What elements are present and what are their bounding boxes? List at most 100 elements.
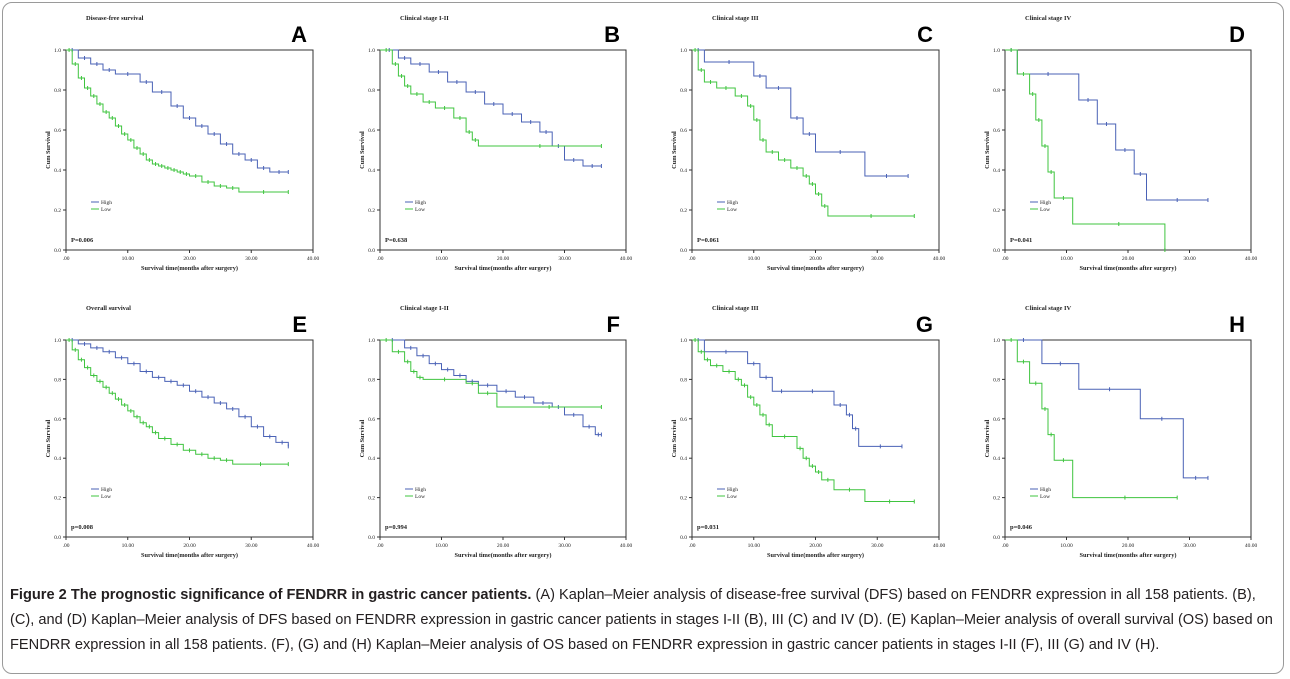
- x-tick-label: 20.00: [183, 256, 196, 262]
- x-tick-label: 30.00: [558, 256, 571, 262]
- y-tick-label: 0.0: [993, 248, 1000, 254]
- panel-g: 0.0 0.2 0.4 0.6 0.8 1.0 .00 10.00 20.00 30.00 40.0…: [671, 305, 945, 559]
- x-tick-label: 10.00: [435, 256, 448, 262]
- y-tick-label: 0.2: [680, 496, 687, 502]
- y-tick-label: 0.2: [993, 208, 1000, 214]
- x-tick-label: 10.00: [435, 543, 448, 549]
- y-axis-label: Cum Survival: [671, 419, 678, 457]
- y-tick-label: 1.0: [993, 48, 1000, 54]
- x-axis-label: Survival time(months after surgery): [1080, 265, 1177, 272]
- legend-label: Low: [101, 207, 111, 213]
- x-tick-label: 10.00: [122, 256, 135, 262]
- y-tick-label: 0.8: [680, 377, 687, 383]
- legend-label: High: [1040, 487, 1051, 493]
- survival-curve-low: [1005, 49, 1166, 250]
- x-tick-label: 40.00: [933, 256, 946, 262]
- x-axis-label: Survival time(months after surgery): [1080, 552, 1177, 559]
- y-axis-label: Cum Survival: [45, 419, 52, 457]
- y-tick-label: 0.2: [54, 496, 61, 502]
- p-value: p=0.031: [697, 524, 719, 531]
- y-tick-label: 0.4: [993, 456, 1000, 462]
- y-tick-label: 0.6: [368, 128, 375, 134]
- y-tick-label: 0.8: [680, 88, 687, 94]
- y-tick-label: 0.8: [54, 88, 61, 94]
- y-tick-label: 1.0: [680, 48, 687, 54]
- x-tick-label: 40.00: [1245, 256, 1258, 262]
- x-tick-label: 30.00: [1183, 256, 1196, 262]
- survival-curve-high: [380, 49, 602, 167]
- legend-label: High: [727, 487, 738, 493]
- plot-area: [379, 339, 627, 538]
- y-tick-label: 0.4: [993, 168, 1000, 174]
- survival-plots: 0.0 0.2 0.4 0.6 0.8 1.0 .00 10.00 20.00 30.00 40.0…: [45, 15, 1258, 559]
- y-tick-label: 0.6: [54, 417, 61, 423]
- y-tick-label: 0.0: [368, 248, 375, 254]
- legend-label: Low: [727, 207, 737, 213]
- panel-h: 0.0 0.2 0.4 0.6 0.8 1.0 .00 10.00 20.00 30.00 40.0…: [984, 305, 1257, 559]
- x-tick-label: 40.00: [933, 543, 946, 549]
- p-value: P=0.638: [385, 237, 408, 244]
- y-tick-label: 0.6: [368, 417, 375, 423]
- legend-label: Low: [1040, 207, 1050, 213]
- x-tick-label: 20.00: [809, 256, 822, 262]
- y-tick-label: 0.0: [54, 248, 61, 254]
- x-tick-label: 40.00: [307, 543, 320, 549]
- caption-text: (A) Kaplan–Meier analysis of disease-fre…: [10, 587, 1273, 653]
- panel-letter: A: [291, 22, 307, 47]
- survival-curve-low: [380, 339, 602, 408]
- y-tick-label: 0.2: [54, 208, 61, 214]
- legend-label: Low: [101, 494, 111, 500]
- x-tick-label: 10.00: [748, 543, 761, 549]
- x-tick-label: .00: [377, 543, 384, 549]
- x-tick-label: 30.00: [871, 256, 884, 262]
- x-tick-label: 30.00: [558, 543, 571, 549]
- panel-letter: E: [292, 312, 307, 337]
- x-axis-label: Survival time(months after surgery): [455, 552, 552, 559]
- panel-b: 0.0 0.2 0.4 0.6 0.8 1.0 .00 10.00 20.00 30.00 40.0…: [359, 15, 632, 272]
- legend-label: Low: [415, 494, 425, 500]
- x-tick-label: .00: [377, 256, 384, 262]
- panel-title: Clinical stage I-II: [400, 305, 449, 312]
- y-tick-label: 0.0: [54, 535, 61, 541]
- x-tick-label: 30.00: [1183, 543, 1196, 549]
- y-tick-label: 0.2: [368, 496, 375, 502]
- x-tick-label: 20.00: [497, 256, 510, 262]
- x-tick-label: 10.00: [122, 543, 135, 549]
- y-axis-label: Cum Survival: [45, 131, 52, 169]
- y-tick-label: 0.2: [993, 496, 1000, 502]
- x-tick-label: .00: [63, 256, 70, 262]
- x-axis-label: Survival time(months after surgery): [455, 265, 552, 272]
- y-tick-label: 0.0: [680, 248, 687, 254]
- x-tick-label: 10.00: [1060, 543, 1073, 549]
- panel-title: Clinical stage III: [712, 305, 759, 312]
- plot-area: [65, 49, 314, 251]
- panel-title: Clinical stage III: [712, 15, 759, 22]
- panel-letter: H: [1229, 312, 1245, 337]
- y-axis-label: Cum Survival: [671, 131, 678, 169]
- y-tick-label: 0.6: [680, 417, 687, 423]
- y-tick-label: 0.4: [368, 168, 375, 174]
- x-tick-label: .00: [1002, 256, 1009, 262]
- x-tick-label: 10.00: [1060, 256, 1073, 262]
- panel-title: Clinical stage I-II: [400, 15, 449, 22]
- x-tick-label: 40.00: [307, 256, 320, 262]
- legend-label: High: [727, 200, 738, 206]
- panel-title: Disease-free survival: [86, 15, 144, 22]
- y-tick-label: 0.8: [993, 88, 1000, 94]
- y-tick-label: 1.0: [368, 48, 375, 54]
- x-tick-label: 30.00: [871, 543, 884, 549]
- y-tick-label: 0.4: [54, 168, 61, 174]
- p-value: P=0.041: [1010, 237, 1032, 244]
- panel-letter: G: [916, 312, 933, 337]
- y-tick-label: 0.4: [368, 456, 375, 462]
- x-axis-label: Survival time(months after surgery): [767, 552, 864, 559]
- legend-label: High: [415, 200, 426, 206]
- x-tick-label: 20.00: [497, 543, 510, 549]
- y-tick-label: 0.4: [54, 456, 61, 462]
- y-tick-label: 0.6: [54, 128, 61, 134]
- x-tick-label: .00: [689, 256, 696, 262]
- panel-letter: D: [1229, 22, 1245, 47]
- y-tick-label: 1.0: [54, 48, 61, 54]
- p-value: P=0.006: [71, 237, 94, 244]
